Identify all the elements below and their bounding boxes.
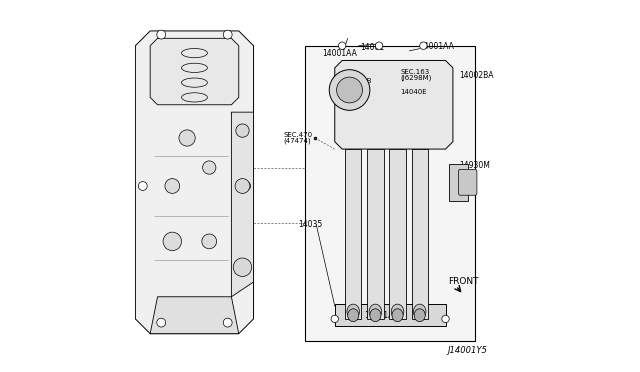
Ellipse shape xyxy=(392,309,403,322)
Circle shape xyxy=(442,315,449,323)
Polygon shape xyxy=(345,149,362,319)
FancyBboxPatch shape xyxy=(458,169,477,195)
Polygon shape xyxy=(150,297,239,334)
Text: 14001AA: 14001AA xyxy=(322,49,356,58)
Circle shape xyxy=(420,42,427,49)
Circle shape xyxy=(157,318,166,327)
Polygon shape xyxy=(232,112,253,297)
Circle shape xyxy=(138,182,147,190)
Polygon shape xyxy=(136,31,253,334)
Circle shape xyxy=(203,161,216,174)
Polygon shape xyxy=(150,38,239,105)
Polygon shape xyxy=(449,164,468,201)
Text: 14002BA: 14002BA xyxy=(460,71,494,80)
Text: (J1826): (J1826) xyxy=(343,84,368,90)
Text: SEC.470: SEC.470 xyxy=(283,132,312,138)
Circle shape xyxy=(157,30,166,39)
Circle shape xyxy=(337,77,362,103)
Circle shape xyxy=(163,232,182,251)
Circle shape xyxy=(235,179,250,193)
Polygon shape xyxy=(389,149,406,319)
Text: J14001Y5: J14001Y5 xyxy=(448,346,488,355)
Text: FRONT: FRONT xyxy=(449,278,479,286)
Text: (J6298M): (J6298M) xyxy=(401,75,432,81)
Circle shape xyxy=(233,258,252,276)
Ellipse shape xyxy=(391,304,404,319)
Polygon shape xyxy=(367,149,383,319)
Text: 14040E: 14040E xyxy=(401,89,427,95)
Circle shape xyxy=(376,42,383,49)
Text: SEC.163: SEC.163 xyxy=(401,69,429,75)
Circle shape xyxy=(329,70,370,110)
Ellipse shape xyxy=(414,309,425,322)
Polygon shape xyxy=(335,61,453,149)
Ellipse shape xyxy=(413,304,426,319)
Circle shape xyxy=(236,124,249,137)
Circle shape xyxy=(223,30,232,39)
Ellipse shape xyxy=(347,304,360,319)
Polygon shape xyxy=(305,46,475,341)
Text: (47474): (47474) xyxy=(283,138,310,144)
Text: 14001AA: 14001AA xyxy=(420,42,454,51)
Polygon shape xyxy=(335,304,445,326)
Circle shape xyxy=(331,315,339,323)
Ellipse shape xyxy=(369,304,381,319)
Circle shape xyxy=(202,234,216,249)
Circle shape xyxy=(165,179,180,193)
Text: 14001: 14001 xyxy=(360,43,384,52)
Circle shape xyxy=(223,318,232,327)
Text: 14930M: 14930M xyxy=(460,161,490,170)
Text: 14035: 14035 xyxy=(298,220,322,229)
Circle shape xyxy=(179,130,195,146)
Text: 14001A: 14001A xyxy=(364,311,394,320)
Polygon shape xyxy=(412,149,428,319)
Ellipse shape xyxy=(348,309,359,322)
Ellipse shape xyxy=(370,309,381,322)
Circle shape xyxy=(339,42,346,49)
Text: SEC.11B: SEC.11B xyxy=(343,78,372,84)
Circle shape xyxy=(242,182,251,190)
